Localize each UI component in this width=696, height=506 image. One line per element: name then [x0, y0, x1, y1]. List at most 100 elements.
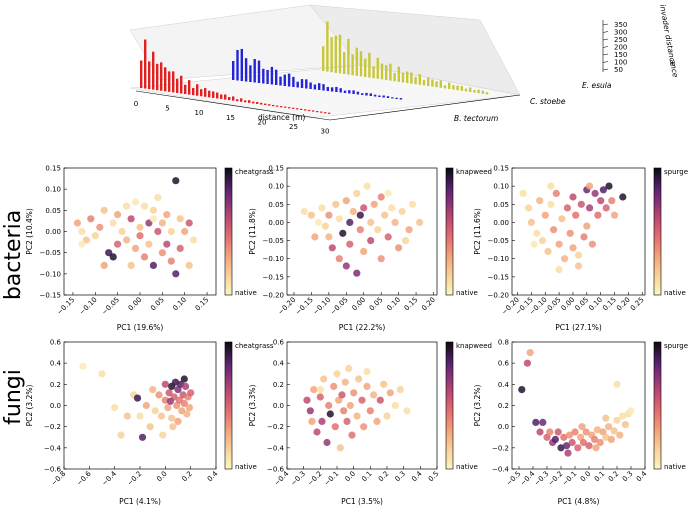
bar-3d [279, 76, 282, 86]
scatter-point [154, 227, 162, 236]
scatter-point [360, 247, 368, 256]
y-tick-label: 0.05 [493, 201, 509, 209]
x-tick-label: 0.10 [385, 296, 402, 313]
scatter-point [118, 227, 126, 236]
depth-axis-line [329, 94, 521, 121]
x-axis-label: PC1 (3.5%) [341, 497, 383, 506]
scatter-point [142, 401, 150, 410]
scatter-point [325, 401, 333, 410]
bar-3d [188, 80, 191, 95]
scatter-point [518, 386, 526, 394]
bar-3d [435, 81, 438, 88]
scatter-point [621, 421, 630, 429]
x-tick-label: 0.5 [427, 470, 441, 484]
x-tick-label: −0.2 [547, 470, 565, 488]
scatter-point [602, 204, 610, 212]
scatter-point [566, 229, 574, 237]
scatter-point [356, 211, 364, 219]
scatter-point [409, 200, 417, 208]
bar-3d [320, 111, 323, 113]
x-tick-label: 0.00 [350, 296, 367, 313]
bar-3d [266, 70, 269, 84]
bar-3d [443, 85, 447, 89]
x-tick-label: 30 [321, 128, 330, 136]
bar-3d [256, 101, 259, 104]
y-tick-label: −0.20 [263, 292, 284, 300]
scatter-point [164, 404, 172, 412]
scatter-point [391, 401, 399, 410]
scatter-point [323, 438, 331, 447]
scatter-point [383, 412, 391, 420]
series-label-c-stoebe: C. stoebe [530, 97, 566, 106]
y-tick-label: 0.4 [50, 360, 62, 368]
bar-3d [308, 109, 311, 112]
x-tick-label: −0.10 [311, 296, 332, 317]
bar-3d [240, 48, 243, 81]
scatter-point [335, 215, 343, 223]
scatter-point [190, 236, 198, 244]
colorbar-top-label: knapweed [456, 342, 492, 350]
bar-3d [422, 79, 426, 86]
scatter-point [346, 240, 354, 248]
scatter-point [405, 226, 413, 234]
scatter-point [610, 211, 619, 219]
bar-3d [140, 60, 143, 88]
scatter-point [155, 391, 163, 399]
scatter-point [169, 423, 177, 431]
scatter-point [563, 204, 572, 212]
bar-3d [252, 101, 255, 104]
scatter-point [619, 412, 627, 420]
scatter-point [568, 438, 576, 447]
z-tick-label: 100 [614, 59, 627, 67]
y-axis-label: PC2 (11.8%) [248, 208, 257, 255]
bar-3d [485, 92, 489, 95]
bar-3d [348, 90, 351, 94]
z-tick-label: 350 [614, 21, 627, 29]
bar-3d [287, 73, 291, 87]
y-tick-label: 0.10 [493, 183, 509, 191]
bar-3d [414, 77, 417, 85]
scatter-point [574, 251, 583, 259]
bar-3d [410, 72, 413, 84]
scatter-panel-bact-knap: −0.20−0.15−0.10−0.05 0.00 0.05 0.10 0.15 0.20… [248, 165, 492, 333]
scatter-point [117, 431, 125, 439]
scatter-point [167, 257, 175, 265]
y-tick-label: −0.10 [40, 270, 61, 278]
colorbar-bottom-label: native [456, 463, 478, 471]
scatter-point [613, 416, 621, 424]
bar-3d [160, 62, 163, 91]
scatter-point [381, 211, 389, 219]
scatter-point [561, 255, 569, 263]
scatter-point [174, 417, 182, 425]
y-tick-label: 0.00 [493, 219, 509, 227]
scatter-point [577, 200, 585, 208]
z-tick-label: 250 [614, 36, 627, 44]
scatter-point [586, 204, 594, 212]
x-tick-label: −0.6 [75, 469, 93, 487]
x-tick-label: −0.3 [289, 470, 307, 488]
bar-3d [452, 85, 455, 90]
bar-3d [212, 91, 215, 98]
scatter-point [605, 423, 613, 431]
colorbar-top-label: spurge [664, 342, 688, 350]
scatter-point [146, 423, 154, 431]
x-axis-line [135, 90, 331, 121]
x-tick-label: −0.1 [561, 470, 579, 488]
scatter-point [544, 247, 552, 256]
bar-3d [326, 21, 329, 72]
scatter-point [602, 414, 610, 422]
scatter-point [547, 182, 555, 190]
bar-3d [296, 81, 299, 88]
scatter-point [340, 407, 348, 415]
scatter-point [350, 389, 358, 397]
scatter-point [550, 226, 558, 234]
scatter-point [167, 227, 175, 236]
scatter-point [325, 233, 333, 241]
bar-3d [208, 90, 211, 98]
x-tick-label: −0.05 [100, 296, 121, 317]
bar-3d [300, 108, 303, 110]
scatter-point [596, 438, 604, 447]
scatter-point [569, 193, 577, 201]
x-tick-label: 0.1 [593, 470, 607, 484]
